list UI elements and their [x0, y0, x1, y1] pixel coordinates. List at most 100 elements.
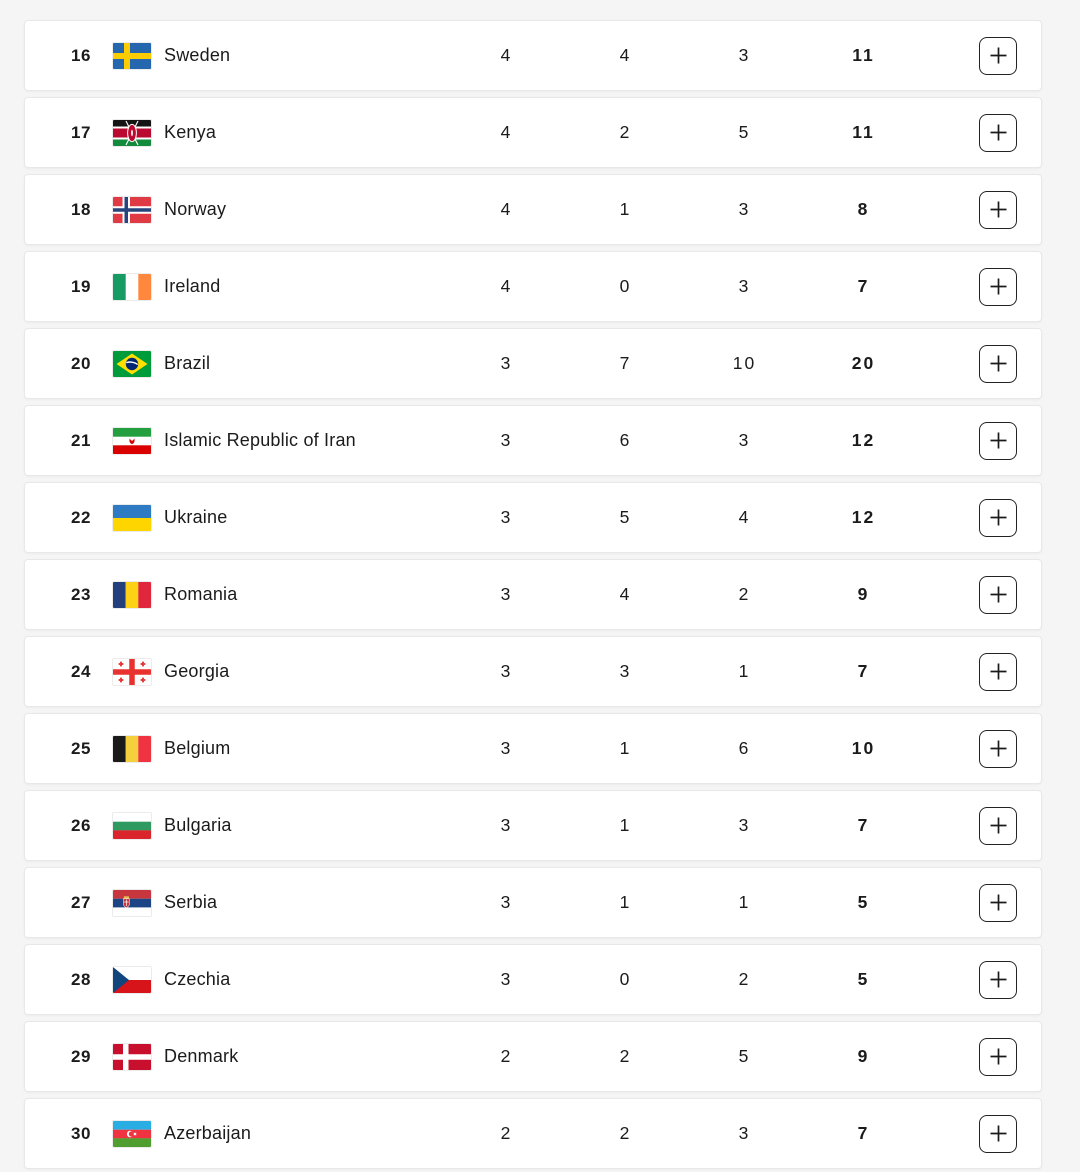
silver-count: 1	[619, 199, 632, 219]
flag-ireland-icon	[113, 273, 151, 300]
silver-count: 4	[619, 584, 632, 604]
country-name: Denmark	[164, 1046, 239, 1066]
expand-row-button[interactable]	[979, 498, 1017, 537]
flag-belgium-icon	[113, 735, 151, 762]
plus-icon	[990, 201, 1006, 218]
total-count: 9	[857, 1046, 870, 1066]
expand-row-button[interactable]	[979, 960, 1017, 999]
bronze-count: 3	[738, 430, 751, 450]
total-count: 7	[857, 1123, 870, 1143]
gold-count: 4	[500, 45, 513, 65]
plus-icon	[990, 971, 1006, 988]
expand-row-button[interactable]	[979, 806, 1017, 845]
bronze-count: 10	[732, 353, 757, 373]
rank-label: 18	[71, 199, 91, 219]
expand-row-button[interactable]	[979, 575, 1017, 614]
plus-icon	[990, 1125, 1006, 1142]
gold-count: 3	[500, 969, 513, 989]
rank-label: 25	[71, 738, 91, 758]
gold-count: 3	[500, 661, 513, 681]
table-row: 24 Georgia 3 3 1 7	[24, 636, 1042, 707]
bronze-count: 4	[738, 507, 751, 527]
rank-label: 29	[71, 1046, 91, 1066]
flag-ukraine-icon	[113, 504, 151, 531]
expand-row-button[interactable]	[979, 113, 1017, 152]
country-name: Serbia	[164, 892, 218, 912]
plus-icon	[990, 740, 1006, 757]
rank-label: 23	[71, 584, 91, 604]
plus-icon	[990, 355, 1006, 372]
flag-norway-icon	[113, 196, 151, 223]
bronze-count: 3	[738, 199, 751, 219]
plus-icon	[990, 124, 1006, 141]
country-name: Norway	[164, 199, 227, 219]
rank-label: 27	[71, 892, 91, 912]
bronze-count: 1	[738, 892, 751, 912]
table-row: 25 Belgium 3 1 6 10	[24, 713, 1042, 784]
plus-icon	[990, 663, 1006, 680]
flag-czechia-icon	[113, 966, 151, 993]
gold-count: 3	[500, 815, 513, 835]
silver-count: 2	[619, 122, 632, 142]
total-count: 7	[857, 815, 870, 835]
country-name: Brazil	[164, 353, 211, 373]
country-name: Kenya	[164, 122, 217, 142]
country-name: Azerbaijan	[164, 1123, 252, 1143]
table-row: 29 Denmark 2 2 5 9	[24, 1021, 1042, 1092]
bronze-count: 3	[738, 815, 751, 835]
rank-label: 28	[71, 969, 91, 989]
expand-row-button[interactable]	[979, 344, 1017, 383]
gold-count: 2	[500, 1046, 513, 1066]
silver-count: 7	[619, 353, 632, 373]
expand-row-button[interactable]	[979, 190, 1017, 229]
gold-count: 3	[500, 507, 513, 527]
table-row: 19 Ireland 4 0 3 7	[24, 251, 1042, 322]
gold-count: 3	[500, 738, 513, 758]
bronze-count: 2	[738, 584, 751, 604]
table-row: 20 Brazil 3 7 10 20	[24, 328, 1042, 399]
expand-row-button[interactable]	[979, 1037, 1017, 1076]
bronze-count: 5	[738, 1046, 751, 1066]
silver-count: 6	[619, 430, 632, 450]
bronze-count: 6	[738, 738, 751, 758]
table-row: 27 Serbia 3 1 1 5	[24, 867, 1042, 938]
country-name: Islamic Republic of Iran	[164, 430, 356, 450]
expand-row-button[interactable]	[979, 883, 1017, 922]
country-name: Sweden	[164, 45, 231, 65]
rank-label: 16	[71, 45, 91, 65]
expand-row-button[interactable]	[979, 267, 1017, 306]
flag-bulgaria-icon	[113, 812, 151, 839]
total-count: 5	[857, 892, 870, 912]
rank-label: 26	[71, 815, 91, 835]
rank-label: 24	[71, 661, 91, 681]
rank-label: 30	[71, 1123, 91, 1143]
bronze-count: 3	[738, 45, 751, 65]
expand-row-button[interactable]	[979, 729, 1017, 768]
expand-row-button[interactable]	[979, 421, 1017, 460]
expand-row-button[interactable]	[979, 652, 1017, 691]
silver-count: 4	[619, 45, 632, 65]
expand-row-button[interactable]	[979, 36, 1017, 75]
plus-icon	[990, 586, 1006, 603]
silver-count: 5	[619, 507, 632, 527]
expand-row-button[interactable]	[979, 1114, 1017, 1153]
country-name: Czechia	[164, 969, 231, 989]
plus-icon	[990, 432, 1006, 449]
gold-count: 3	[500, 430, 513, 450]
table-row: 23 Romania 3 4 2 9	[24, 559, 1042, 630]
silver-count: 1	[619, 815, 632, 835]
total-count: 5	[857, 969, 870, 989]
plus-icon	[990, 894, 1006, 911]
gold-count: 2	[500, 1123, 513, 1143]
total-count: 12	[851, 430, 876, 450]
total-count: 7	[857, 661, 870, 681]
flag-brazil-icon	[113, 350, 151, 377]
table-row: 30 Azerbaijan 2 2 3 7	[24, 1098, 1042, 1169]
gold-count: 4	[500, 199, 513, 219]
total-count: 20	[851, 353, 876, 373]
plus-icon	[990, 817, 1006, 834]
flag-denmark-icon	[113, 1043, 151, 1070]
plus-icon	[990, 1048, 1006, 1065]
silver-count: 2	[619, 1046, 632, 1066]
plus-icon	[990, 47, 1006, 64]
